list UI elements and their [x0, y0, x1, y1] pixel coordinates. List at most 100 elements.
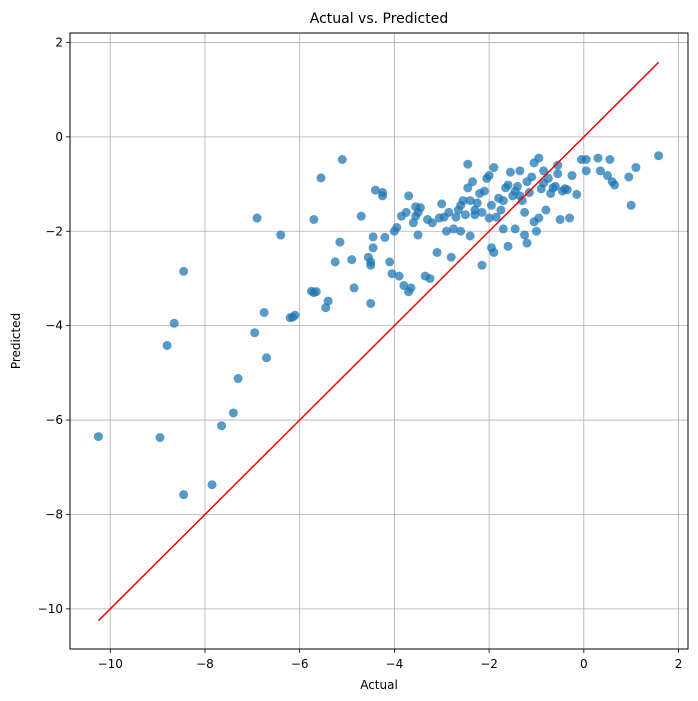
data-point	[503, 180, 513, 190]
data-point	[503, 241, 513, 251]
y-tick-label: 2	[55, 35, 63, 49]
data-point	[179, 266, 189, 276]
data-point	[347, 255, 357, 265]
data-point	[356, 211, 366, 221]
data-point	[524, 188, 534, 198]
data-point	[624, 172, 634, 182]
x-axis-ticks: −10 −8 −6 −4 −2 0 2	[98, 649, 683, 671]
data-point	[311, 287, 321, 297]
data-point	[228, 408, 238, 418]
data-point	[534, 213, 544, 223]
y-tick-label: −10	[38, 602, 63, 616]
reference-line	[97, 61, 660, 622]
data-point	[553, 169, 563, 179]
data-point	[378, 191, 388, 201]
data-point	[444, 207, 454, 217]
data-point	[427, 218, 437, 228]
data-point	[207, 480, 217, 490]
x-tick-label: −8	[196, 657, 214, 671]
data-point	[415, 203, 425, 213]
data-point	[515, 166, 525, 176]
data-point	[631, 163, 641, 173]
data-point	[366, 298, 376, 308]
data-point	[513, 181, 523, 191]
data-point	[162, 340, 172, 350]
data-point	[605, 155, 615, 165]
data-point	[498, 224, 508, 234]
x-tick-label: −10	[98, 657, 123, 671]
data-point	[441, 226, 451, 236]
data-point	[520, 207, 530, 217]
data-point	[581, 166, 591, 176]
y-tick-label: −2	[45, 224, 63, 238]
x-axis-label: Actual	[360, 678, 398, 692]
data-point	[567, 171, 577, 181]
x-tick-label: 0	[580, 657, 588, 671]
data-point	[394, 271, 404, 281]
data-point	[290, 310, 300, 320]
data-point	[527, 172, 537, 182]
x-tick-label: 2	[675, 657, 683, 671]
data-point	[262, 353, 272, 363]
data-point	[392, 222, 402, 232]
data-point	[387, 269, 397, 279]
data-point	[498, 196, 508, 206]
data-point	[593, 153, 603, 163]
data-point	[465, 231, 475, 241]
data-point	[515, 191, 525, 201]
data-point	[626, 200, 636, 210]
data-point	[522, 238, 532, 248]
data-point	[479, 186, 489, 196]
data-point	[496, 205, 506, 215]
y-axis-label: Predicted	[9, 313, 23, 369]
data-point	[401, 207, 411, 217]
y-axis-ticks: −10 −8 −6 −4 −2 0 2	[38, 35, 70, 616]
data-point	[349, 283, 359, 293]
plot-frame	[69, 32, 689, 650]
data-point	[484, 171, 494, 181]
data-point	[595, 166, 605, 176]
data-point	[654, 151, 664, 161]
data-point	[541, 205, 551, 215]
data-point	[472, 198, 482, 208]
data-point	[323, 296, 333, 306]
data-point	[486, 200, 496, 210]
data-points	[93, 151, 664, 500]
data-point	[169, 318, 179, 328]
data-point	[539, 166, 549, 176]
data-point	[463, 159, 473, 169]
data-point	[252, 213, 262, 223]
data-point	[217, 421, 227, 431]
data-point	[337, 155, 347, 165]
data-point	[468, 177, 478, 187]
data-point	[330, 257, 340, 267]
y-tick-label: −8	[45, 507, 63, 521]
y-tick-label: −4	[45, 319, 63, 333]
data-point	[316, 173, 326, 183]
data-point	[155, 433, 165, 443]
data-point	[456, 200, 466, 210]
data-point	[572, 189, 582, 199]
data-point	[385, 257, 395, 267]
data-point	[565, 213, 575, 223]
data-point	[602, 171, 612, 181]
data-point	[368, 232, 378, 242]
data-point	[451, 212, 461, 222]
data-point	[276, 230, 286, 240]
y-tick-label: −6	[45, 413, 63, 427]
data-point	[259, 307, 269, 317]
data-point	[399, 281, 409, 291]
data-point	[309, 214, 319, 224]
chart-title: Actual vs. Predicted	[310, 11, 449, 27]
data-point	[550, 181, 560, 191]
data-point	[555, 214, 565, 224]
data-point	[425, 273, 435, 283]
data-point	[489, 163, 499, 173]
data-point	[437, 199, 447, 209]
data-point	[531, 226, 541, 236]
data-point	[406, 283, 416, 293]
data-point	[491, 212, 501, 222]
data-point	[477, 260, 487, 270]
x-tick-label: −6	[291, 657, 309, 671]
